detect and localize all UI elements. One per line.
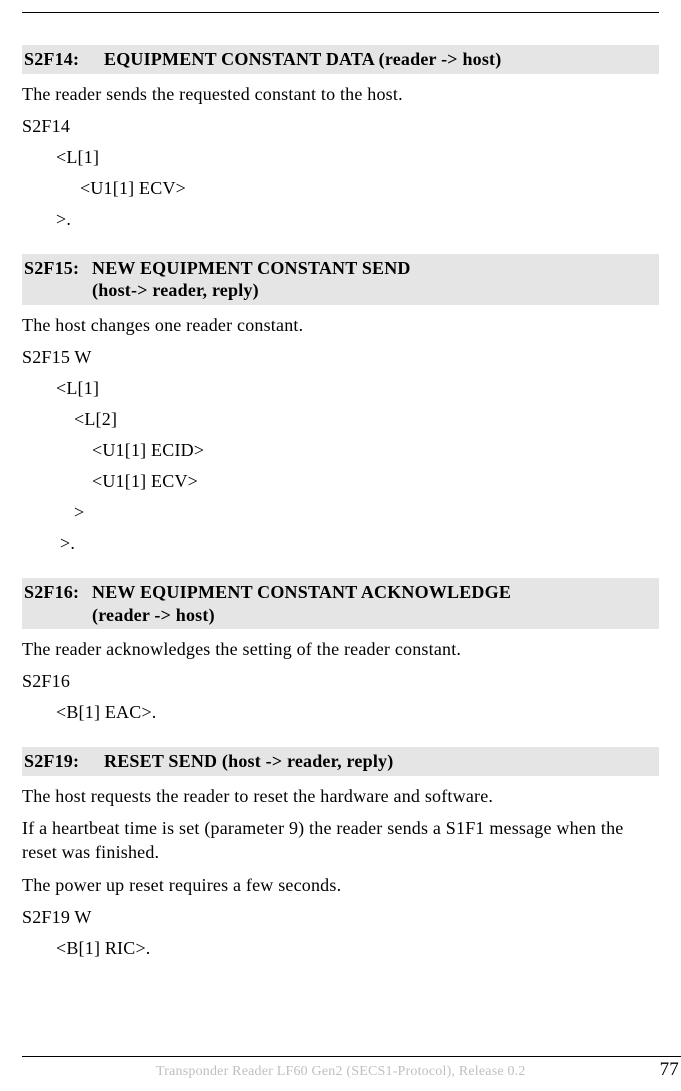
heading-title: EQUIPMENT CONSTANT DATA (reader -> host)	[104, 48, 655, 71]
page-number: 77	[660, 1059, 681, 1081]
struct-line: <U1[1] ECV>	[22, 471, 659, 492]
heading-code: S2F14:	[24, 48, 104, 71]
message-id: S2F19 W	[22, 907, 659, 928]
footer-doc-title: Transponder Reader LF60 Gen2 (SECS1-Prot…	[22, 1064, 660, 1080]
message-id: S2F14	[22, 116, 659, 137]
struct-line: <L[1]	[22, 147, 659, 168]
heading-title-line: NEW EQUIPMENT CONSTANT ACKNOWLEDGE	[92, 582, 511, 602]
section-s2f14: S2F14: EQUIPMENT CONSTANT DATA (reader -…	[22, 45, 659, 230]
message-id: S2F16	[22, 671, 659, 692]
struct-line: >.	[22, 533, 659, 554]
footer-inner: Transponder Reader LF60 Gen2 (SECS1-Prot…	[22, 1059, 681, 1081]
heading-title-line: NEW EQUIPMENT CONSTANT SEND	[92, 258, 411, 278]
heading-s2f15: S2F15: NEW EQUIPMENT CONSTANT SEND (host…	[22, 254, 659, 305]
paragraph: If a heartbeat time is set (parameter 9)…	[22, 816, 659, 865]
struct-line: <U1[1] ECV>	[22, 178, 659, 199]
struct-line: >.	[22, 209, 659, 230]
heading-title: RESET SEND (host -> reader, reply)	[104, 750, 655, 773]
paragraph: The power up reset requires a few second…	[22, 873, 659, 897]
heading-title-line: (host-> reader, reply)	[92, 280, 259, 300]
struct-line: <L[1]	[22, 378, 659, 399]
heading-code: S2F15:	[24, 257, 92, 280]
paragraph: The host changes one reader constant.	[22, 313, 659, 337]
top-rule	[22, 12, 659, 13]
struct-line: <U1[1] ECID>	[22, 440, 659, 461]
section-s2f19: S2F19: RESET SEND (host -> reader, reply…	[22, 747, 659, 959]
heading-s2f14: S2F14: EQUIPMENT CONSTANT DATA (reader -…	[22, 45, 659, 74]
heading-title-line: (reader -> host)	[92, 605, 215, 625]
heading-code: S2F19:	[24, 750, 104, 773]
struct-line: <B[1] EAC>.	[22, 702, 659, 723]
section-s2f16: S2F16: NEW EQUIPMENT CONSTANT ACKNOWLEDG…	[22, 578, 659, 723]
heading-title: NEW EQUIPMENT CONSTANT ACKNOWLEDGE (read…	[92, 581, 655, 626]
paragraph: The host requests the reader to reset th…	[22, 784, 659, 808]
struct-line: <L[2]	[22, 409, 659, 430]
paragraph: The reader sends the requested constant …	[22, 82, 659, 106]
message-id: S2F15 W	[22, 347, 659, 368]
page-footer: Transponder Reader LF60 Gen2 (SECS1-Prot…	[22, 1056, 681, 1081]
struct-line: >	[22, 502, 659, 523]
heading-code: S2F16:	[24, 581, 92, 604]
heading-title: NEW EQUIPMENT CONSTANT SEND (host-> read…	[92, 257, 655, 302]
section-s2f15: S2F15: NEW EQUIPMENT CONSTANT SEND (host…	[22, 254, 659, 554]
struct-line: <B[1] RIC>.	[22, 938, 659, 959]
heading-s2f19: S2F19: RESET SEND (host -> reader, reply…	[22, 747, 659, 776]
paragraph: The reader acknowledges the setting of t…	[22, 637, 659, 661]
heading-s2f16: S2F16: NEW EQUIPMENT CONSTANT ACKNOWLEDG…	[22, 578, 659, 629]
